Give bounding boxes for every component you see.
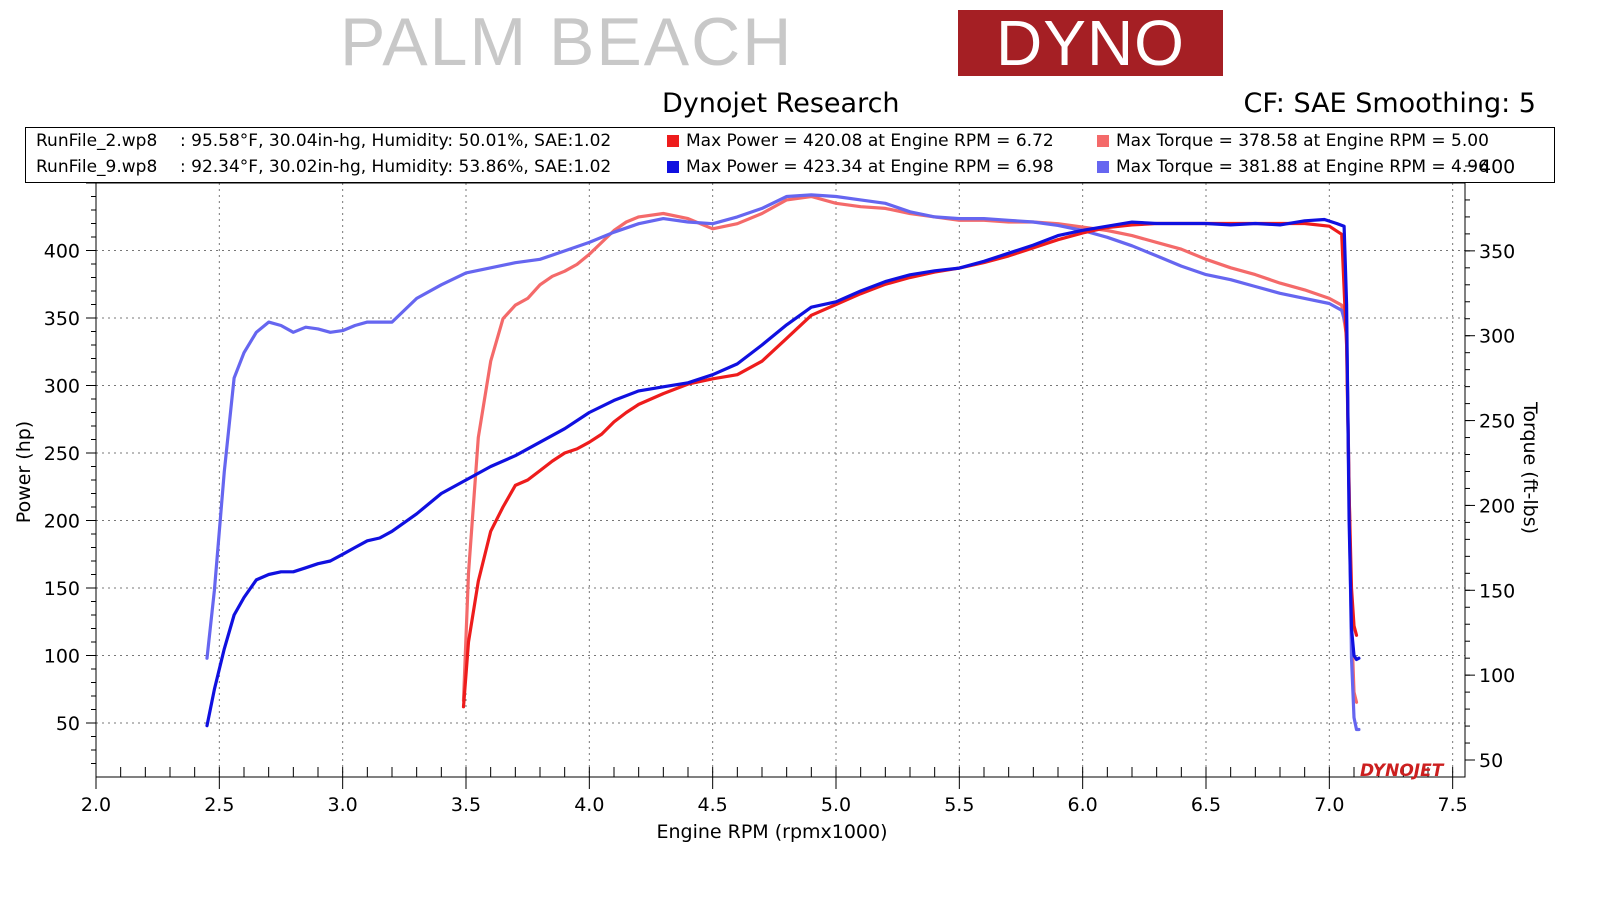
axis-ticks bbox=[86, 165, 1475, 789]
x-tick-label: 4.5 bbox=[698, 794, 728, 816]
x-tick-label: 6.0 bbox=[1068, 794, 1098, 816]
x-tick-label: 3.5 bbox=[451, 794, 481, 816]
y-tick-label: 250 bbox=[44, 443, 80, 465]
y2-tick-label: 400 bbox=[1479, 156, 1515, 178]
legend-row-runfile-9: RunFile_9.wp8 : 92.34°F, 30.02in-hg, Hum… bbox=[26, 154, 1554, 180]
y-tick-label: 350 bbox=[44, 308, 80, 330]
legend-max-torque: Max Torque = 378.58 at Engine RPM = 5.00 bbox=[1116, 131, 1489, 151]
y2-tick-label: 250 bbox=[1479, 411, 1515, 433]
series-line-runfile-2-wp8-torque bbox=[461, 194, 1359, 704]
x-tick-label: 4.0 bbox=[574, 794, 604, 816]
y2-tick-label: 300 bbox=[1479, 326, 1515, 348]
x-tick-label: 2.0 bbox=[81, 794, 111, 816]
legend-torque-swatch bbox=[1097, 135, 1109, 147]
legend-conditions: : 95.58°F, 30.04in-hg, Humidity: 50.01%,… bbox=[180, 131, 612, 151]
dynojet-watermark: DYNOJET bbox=[1360, 761, 1445, 781]
logo-text-right: DYNO bbox=[996, 7, 1185, 79]
legend-max-torque: Max Torque = 381.88 at Engine RPM = 4.96 bbox=[1116, 157, 1489, 177]
y-tick-label: 50 bbox=[56, 713, 80, 735]
y-tick-label: 150 bbox=[44, 578, 80, 600]
x-tick-label: 2.5 bbox=[204, 794, 234, 816]
legend-max-power: Max Power = 423.34 at Engine RPM = 6.98 bbox=[686, 157, 1054, 177]
y-tick-label: 100 bbox=[44, 646, 80, 668]
legend-torque-swatch bbox=[1097, 161, 1109, 173]
legend-conditions: : 92.34°F, 30.02in-hg, Humidity: 53.86%,… bbox=[180, 157, 612, 177]
y2-tick-label: 100 bbox=[1479, 665, 1515, 687]
axis-tick-labels: 2.0 2.5 3.0 3.5 4.0 4.5 5.0 5.5 6.0 6.5 7.0 7.5 400 3… bbox=[44, 156, 1516, 816]
legend-power-swatch bbox=[667, 161, 679, 173]
legend-row-runfile-2: RunFile_2.wp8 : 95.58°F, 30.04in-hg, Hum… bbox=[26, 128, 1554, 154]
x-tick-label: 7.0 bbox=[1314, 794, 1344, 816]
x-tick-label: 5.0 bbox=[821, 794, 851, 816]
y-tick-label: 400 bbox=[44, 241, 80, 263]
y2-tick-label: 50 bbox=[1479, 750, 1503, 772]
plot-frame bbox=[95, 182, 1466, 778]
logo-text-left: PALM BEACH bbox=[340, 4, 794, 80]
y-axis-label: Power (hp) bbox=[13, 421, 35, 523]
chart-title: Dynojet Research bbox=[662, 88, 900, 119]
series-line-runfile-9-wp8-torque bbox=[205, 193, 1361, 732]
logo-red-block: DYNO bbox=[958, 10, 1223, 76]
legend-file: RunFile_2.wp8 bbox=[36, 131, 158, 151]
legend: RunFile_2.wp8 : 95.58°F, 30.04in-hg, Hum… bbox=[25, 127, 1555, 183]
grid-lines bbox=[95, 182, 1465, 777]
y2-axis-label: Torque (ft-lbs) bbox=[1519, 401, 1541, 534]
x-axis-label: Engine RPM (rpmx1000) bbox=[656, 821, 887, 843]
y2-tick-label: 200 bbox=[1479, 495, 1515, 517]
correction-factor-label: CF: SAE Smoothing: 5 bbox=[1243, 88, 1536, 119]
x-tick-label: 3.0 bbox=[328, 794, 358, 816]
series-line-runfile-2-wp8-power bbox=[461, 221, 1359, 709]
series-line-runfile-9-wp8-power bbox=[205, 217, 1361, 728]
x-tick-label: 5.5 bbox=[944, 794, 974, 816]
x-tick-label: 6.5 bbox=[1191, 794, 1221, 816]
series-layer bbox=[205, 193, 1361, 732]
x-tick-label: 7.5 bbox=[1438, 794, 1468, 816]
y-tick-label: 300 bbox=[44, 376, 80, 398]
y2-tick-label: 150 bbox=[1479, 580, 1515, 602]
legend-file: RunFile_9.wp8 bbox=[36, 157, 158, 177]
y-tick-label: 200 bbox=[44, 511, 80, 533]
legend-power-swatch bbox=[667, 135, 679, 147]
y2-tick-label: 350 bbox=[1479, 241, 1515, 263]
legend-max-power: Max Power = 420.08 at Engine RPM = 6.72 bbox=[686, 131, 1054, 151]
